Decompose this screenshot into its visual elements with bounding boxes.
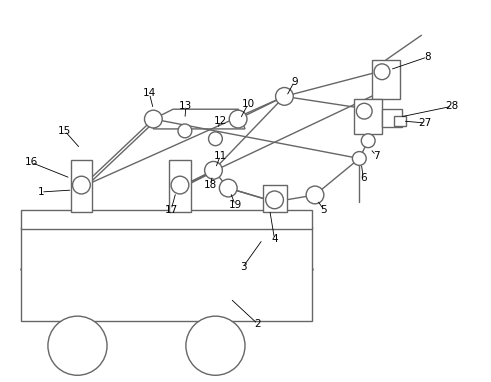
Bar [394,116,406,126]
Text: 5: 5 [321,205,327,215]
Circle shape [186,316,245,375]
Text: 14: 14 [143,89,156,99]
Circle shape [356,103,372,119]
Text: 7: 7 [373,151,380,160]
Text: 10: 10 [242,99,254,109]
Circle shape [144,110,162,128]
Bar [263,185,287,212]
Text: 12: 12 [214,116,227,126]
Circle shape [171,176,189,194]
Circle shape [209,132,222,146]
Text: 6: 6 [360,173,367,183]
Bar [71,160,92,212]
Text: 4: 4 [271,234,278,244]
Text: 11: 11 [214,151,227,160]
Text: 16: 16 [25,157,38,167]
Text: 17: 17 [164,205,178,215]
Text: 9: 9 [291,77,298,87]
Text: 27: 27 [419,118,432,128]
Text: 8: 8 [424,52,431,62]
Circle shape [266,191,283,209]
Bar [372,60,400,99]
Circle shape [219,179,237,197]
Text: 3: 3 [240,262,246,272]
Circle shape [205,162,222,179]
Bar [21,210,312,230]
Circle shape [178,124,192,138]
Bar [169,160,191,212]
Circle shape [374,64,390,79]
Text: 1: 1 [38,187,44,197]
Circle shape [48,316,107,375]
Bar [355,99,382,134]
Circle shape [275,87,293,105]
Circle shape [361,134,375,147]
Text: 28: 28 [445,101,459,111]
Text: 15: 15 [58,126,71,136]
Circle shape [73,176,90,194]
Text: 19: 19 [228,200,242,210]
Polygon shape [153,109,245,129]
Bar [21,227,312,321]
Circle shape [353,152,366,165]
Text: 18: 18 [204,180,217,190]
Text: 2: 2 [254,319,261,329]
Bar [382,109,402,127]
Circle shape [306,186,324,204]
Text: 13: 13 [179,101,192,111]
Circle shape [229,110,247,128]
